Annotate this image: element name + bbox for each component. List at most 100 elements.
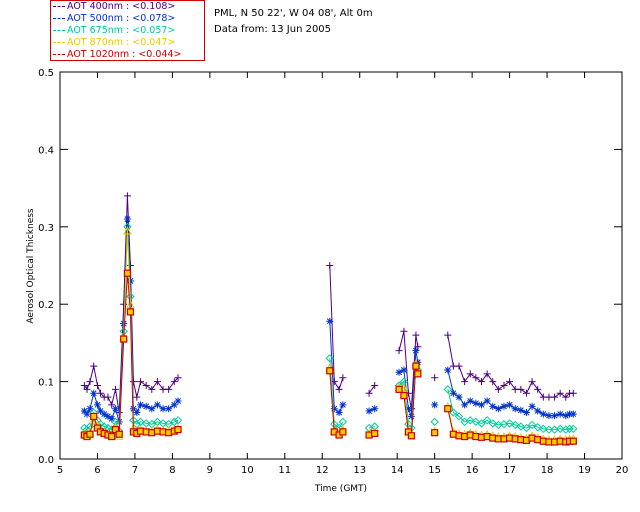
data-point (330, 378, 338, 386)
data-point (123, 269, 132, 277)
data-point (431, 429, 439, 437)
data-point (165, 385, 173, 393)
x-tick-label: 5 (57, 465, 63, 476)
data-point (533, 423, 542, 432)
data-point (556, 410, 564, 418)
data-point (170, 378, 178, 386)
data-point (80, 407, 88, 415)
data-point (339, 374, 347, 382)
data-point (108, 401, 116, 409)
data-point (133, 393, 141, 401)
legend-item-870nm: AOT 870nm : <0.047> (53, 37, 175, 49)
data-point (494, 385, 502, 393)
series-3 (80, 226, 578, 444)
data-point (562, 393, 570, 401)
data-point (505, 419, 514, 428)
data-point (83, 410, 91, 418)
data-point (522, 423, 531, 433)
data-point (137, 401, 145, 409)
data-point (108, 432, 116, 441)
y-tick-label: 0.5 (38, 68, 54, 79)
data-point (90, 412, 98, 421)
legend-label-1020nm: AOT 1020nm : <0.044> (67, 49, 182, 60)
legend: AOT 400nm : <0.108> AOT 500nm : <0.078> … (50, 0, 205, 61)
data-point (159, 405, 167, 413)
data-point (400, 366, 408, 374)
data-point (104, 393, 112, 401)
series-0 (80, 192, 577, 417)
data-point (444, 331, 452, 339)
data-point (126, 262, 134, 269)
data-point (129, 378, 137, 386)
data-point (111, 405, 119, 413)
data-point (466, 370, 474, 378)
y-tick-label: 0.4 (38, 145, 54, 156)
data-point (86, 378, 94, 386)
data-point (108, 415, 116, 423)
data-point (120, 335, 128, 343)
data-point (444, 405, 452, 413)
data-point (83, 385, 91, 393)
data-point (104, 412, 112, 420)
data-point (482, 416, 492, 425)
data-point (404, 405, 412, 413)
data-point (449, 389, 457, 397)
data-point (86, 405, 94, 413)
legend-swatch-500nm (53, 18, 65, 19)
data-point (174, 374, 182, 382)
x-tick-label: 6 (94, 465, 100, 476)
x-tick-label: 11 (278, 465, 291, 476)
data-point (431, 374, 439, 382)
data-point (565, 424, 574, 434)
data-point (111, 425, 120, 434)
data-point (430, 417, 439, 427)
data-point (569, 410, 577, 418)
data-point (395, 385, 403, 393)
data-point (472, 374, 480, 382)
data-point (443, 385, 452, 394)
legend-label-870nm: AOT 870nm : <0.047> (67, 37, 176, 48)
legend-item-1020nm: AOT 1020nm : <0.044> (53, 49, 181, 61)
axis-ticks: 5 6 7 8 9 10 11 12 13 14 15 16 17 18 19 20 0.0 0.1 0.2 0.3 0… (38, 68, 628, 476)
data-point (516, 422, 526, 431)
data-point (335, 385, 343, 393)
data-point (170, 401, 178, 409)
data-point (90, 389, 98, 397)
data-point (455, 362, 463, 370)
series-line (447, 335, 574, 398)
x-tick-label: 14 (391, 465, 404, 476)
data-point (528, 378, 536, 386)
data-point (153, 378, 161, 386)
data-point (517, 385, 525, 393)
data-point (444, 366, 452, 374)
data-point (335, 409, 343, 417)
x-tick-label: 10 (241, 465, 254, 476)
legend-label-675nm: AOT 675nm : <0.057> (67, 25, 176, 36)
data-point (400, 327, 408, 335)
series-layer (80, 192, 578, 446)
y-axis-title: Aerosol Optical Thickness (26, 208, 36, 324)
data-point (93, 381, 101, 389)
y-tick-label: 0.0 (38, 455, 54, 466)
data-point (477, 419, 486, 428)
data-point (111, 385, 119, 393)
data-point (556, 389, 564, 397)
series-line (447, 369, 574, 417)
data-point (126, 277, 134, 285)
data-point (90, 362, 98, 370)
x-tick-label: 20 (616, 465, 629, 476)
data-point (528, 402, 536, 410)
x-tick-label: 13 (353, 465, 366, 476)
legend-label-400nm: AOT 400nm : <0.108> (67, 1, 176, 12)
data-point (414, 370, 422, 378)
data-point (489, 378, 497, 386)
data-point (555, 424, 565, 434)
data-point (153, 401, 161, 409)
data-point (365, 389, 373, 397)
data-point (466, 416, 475, 425)
data-point (478, 401, 485, 409)
data-point (142, 381, 150, 389)
x-tick-label: 9 (207, 465, 213, 476)
y-tick-label: 0.3 (38, 223, 54, 234)
x-tick-label: 17 (503, 465, 516, 476)
